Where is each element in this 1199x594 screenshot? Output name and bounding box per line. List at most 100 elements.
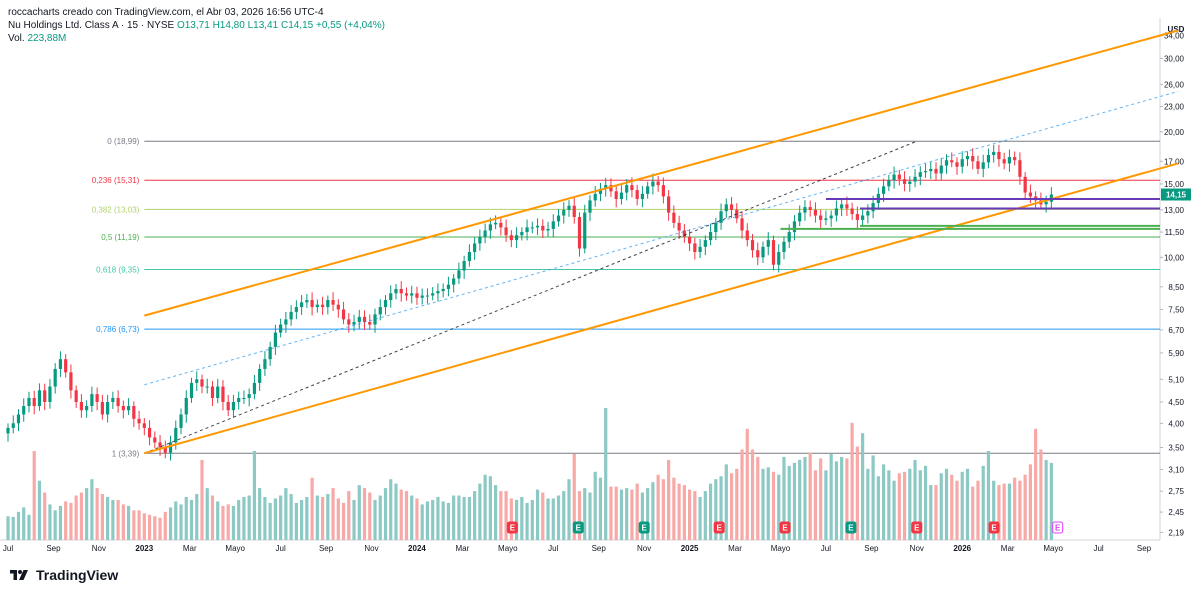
volume-bar [289, 494, 293, 540]
price-tick-label: 15,00 [1164, 180, 1185, 189]
candle-body [719, 211, 723, 223]
candle-body [310, 300, 314, 308]
channel-upper-line [144, 29, 1179, 317]
fib-level-label: 0,236 (15,31) [92, 176, 140, 185]
candle-body [305, 300, 309, 303]
volume-bar [604, 408, 608, 540]
candle-body [488, 224, 492, 231]
price-tick-label: 11,50 [1165, 228, 1185, 237]
candle-body [237, 397, 241, 402]
candle-body [756, 250, 760, 258]
price-tick-label: 17,00 [1164, 157, 1185, 166]
volume-bar [195, 494, 199, 540]
earnings-marker [779, 521, 791, 534]
volume-bar [981, 465, 985, 540]
candle-body [824, 218, 828, 220]
volume-bar [986, 451, 991, 540]
volume-bar [646, 488, 650, 540]
candle-body [415, 293, 419, 298]
candle-body [656, 181, 660, 186]
volume-bar [111, 499, 115, 540]
volume-bar [619, 489, 624, 540]
volume-bar [452, 495, 456, 540]
volume-bar [1039, 449, 1043, 540]
candle-body [436, 291, 440, 294]
author-line: roccacharts creado con TradingView.com, … [8, 7, 324, 18]
price-tick-label: 4,50 [1168, 398, 1184, 407]
candle-body [11, 423, 15, 428]
candle-body [803, 207, 807, 213]
candle-body [997, 151, 1001, 160]
candle-body [630, 185, 634, 191]
candle-body [268, 346, 272, 360]
time-axis-label: Jul [1093, 544, 1103, 553]
candle-body [688, 236, 692, 244]
candle-body [509, 235, 513, 241]
candle-body [693, 243, 697, 253]
volume-bar [614, 486, 618, 540]
candle-body [939, 165, 943, 174]
volume-bar [656, 474, 660, 540]
volume-bar [756, 456, 760, 540]
volume-bar [892, 480, 896, 540]
candle-body [514, 235, 519, 241]
candle-body [179, 414, 183, 428]
candle-body [819, 215, 823, 220]
candle-body [467, 252, 471, 262]
volume-bar [782, 456, 786, 540]
candle-body [189, 382, 194, 398]
earnings-marker [911, 521, 923, 534]
candle-body [399, 288, 403, 294]
fib-level-label: 0 (18,99) [107, 137, 139, 146]
candle-body [1028, 192, 1032, 197]
volume-bar [116, 499, 120, 540]
earnings-marker [506, 521, 518, 534]
candle-body [473, 243, 477, 253]
volume-bar [661, 479, 665, 540]
volume-bar [37, 480, 42, 540]
volume-bar [6, 516, 10, 540]
volume-bar [436, 496, 440, 540]
price-tick-label: 2,19 [1168, 528, 1184, 537]
volume-bar [473, 491, 477, 540]
volume-bar [609, 486, 613, 540]
candle-body [205, 386, 209, 388]
volume-bar [462, 496, 466, 540]
candle-body [845, 204, 849, 209]
candle-body [431, 293, 435, 296]
candle-body [410, 293, 414, 296]
candle-body [714, 222, 718, 233]
volume-bar [724, 464, 728, 540]
earnings-marker-letter: E [716, 524, 722, 533]
candle-body [787, 232, 791, 242]
volume-bar [509, 498, 513, 540]
candle-body [635, 190, 639, 200]
candle-body [698, 246, 702, 253]
candle-body [231, 401, 236, 411]
candle-body [923, 171, 928, 173]
candle-body [771, 240, 776, 265]
candle-body [546, 228, 550, 231]
volume-bar [688, 489, 692, 540]
time-axis-label: Jul [821, 544, 831, 553]
time-axis-label: 2024 [408, 544, 426, 553]
volume-bar [803, 456, 807, 540]
candle-body [168, 442, 173, 453]
volume-bar [944, 468, 949, 540]
open-value: O13,71 [176, 20, 210, 31]
candle-body [90, 394, 94, 407]
candle-body [153, 437, 157, 443]
candle-body [1007, 157, 1012, 164]
volume-bar [714, 479, 718, 540]
volume-bar [378, 495, 382, 540]
volume-bar [708, 483, 713, 540]
volume-bar [598, 477, 603, 540]
time-axis-label: Mar [1001, 544, 1015, 553]
candle-body [866, 211, 870, 216]
volume-bar [960, 471, 964, 540]
candle-body [111, 397, 115, 402]
candle-body [855, 214, 859, 220]
volume-bar [268, 502, 272, 540]
candle-body [347, 319, 351, 325]
